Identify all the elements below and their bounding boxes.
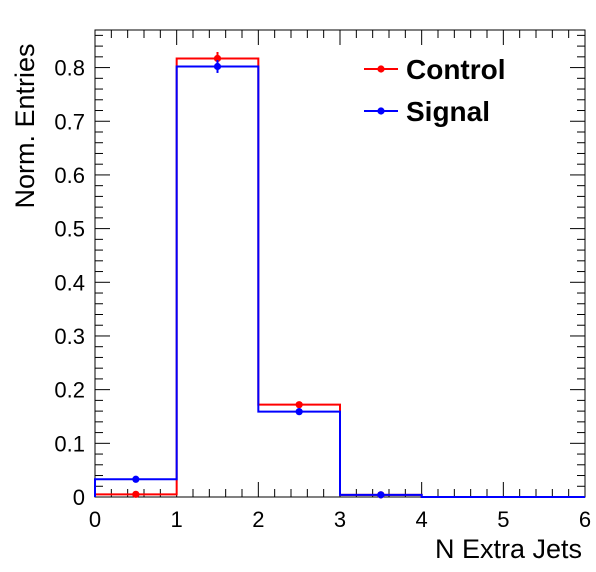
data-point	[295, 401, 303, 409]
x-tick-label: 1	[171, 507, 183, 532]
data-point	[132, 475, 140, 483]
legend: Control Signal	[364, 54, 506, 127]
y-axis-title: Norm. Entries	[10, 43, 40, 208]
data-point	[377, 491, 385, 499]
y-tick-label: 0.6	[54, 163, 85, 188]
x-tick-label: 3	[334, 507, 346, 532]
y-tick-label: 0.3	[54, 324, 85, 349]
y-tick-label: 0.2	[54, 378, 85, 403]
x-tick-label: 2	[252, 507, 264, 532]
y-tick-label: 0.8	[54, 56, 85, 81]
y-tick-label: 0.4	[54, 270, 85, 295]
data-point	[295, 408, 303, 416]
legend-item-control: Control	[364, 54, 506, 85]
series-layer	[94, 52, 585, 499]
x-tick-label: 6	[579, 507, 591, 532]
tick-labels-layer: 0 1 2 3 4 5 6 0 0.1 0.2 0.3 0.4 0.5 0.6 0.7 0.8	[54, 56, 591, 532]
data-point	[213, 62, 222, 71]
y-tick-label: 0.7	[54, 109, 85, 134]
legend-item-signal: Signal	[364, 96, 490, 127]
legend-marker-control	[377, 65, 385, 73]
axis-ticks-layer	[94, 30, 586, 498]
series-signal	[94, 60, 585, 499]
x-tick-label: 5	[497, 507, 509, 532]
y-tick-label: 0.1	[54, 431, 85, 456]
x-axis-title: N Extra Jets	[435, 534, 582, 564]
x-tick-label: 4	[416, 507, 428, 532]
x-tick-label: 0	[89, 507, 101, 532]
legend-label-signal: Signal	[406, 96, 490, 127]
y-tick-label: 0.5	[54, 217, 85, 242]
y-tick-label: 0	[73, 485, 85, 510]
legend-marker-signal	[377, 107, 385, 115]
data-point	[213, 54, 222, 63]
legend-label-control: Control	[406, 54, 506, 85]
data-point	[132, 490, 140, 498]
